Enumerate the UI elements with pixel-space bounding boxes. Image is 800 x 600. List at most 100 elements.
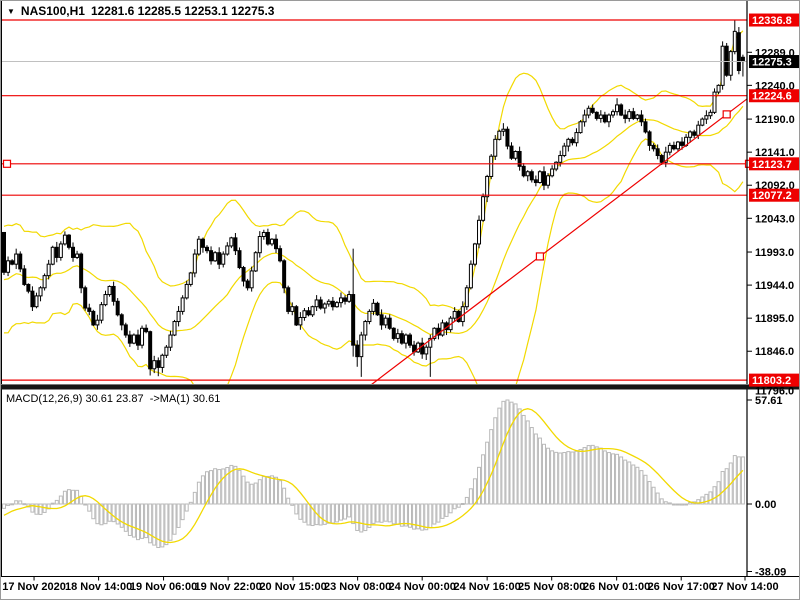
price-tick-label: 11895.0: [755, 313, 794, 325]
candle-body: [241, 267, 246, 282]
candle-body: [119, 314, 124, 326]
price-tick-label: 11846.0: [755, 346, 794, 358]
macd-histogram-bar: [537, 437, 542, 505]
candle-body: [379, 314, 384, 326]
candle-body: [619, 104, 624, 116]
macd-histogram-bar: [168, 503, 173, 541]
macd-axis[interactable]: 57.61 0.00 -38.09: [747, 395, 786, 579]
candle-body: [383, 317, 388, 326]
macd-histogram-bar: [704, 493, 709, 505]
candle-body: [464, 287, 469, 308]
macd-histogram-bar: [550, 450, 555, 505]
candlestick-series: [2, 20, 745, 377]
candle-body: [574, 132, 579, 144]
candle-body: [330, 300, 335, 308]
macd-histogram-bar: [627, 461, 632, 505]
macd-histogram-bar: [643, 474, 648, 505]
macd-histogram-bar: [278, 480, 283, 505]
time-tick-label: 27 Nov 14:00: [711, 581, 778, 593]
candle-body: [278, 248, 283, 262]
horizontal-level-lines[interactable]: [1, 19, 754, 381]
candle-body: [432, 327, 437, 339]
candle-body: [671, 144, 676, 150]
trendline-ray[interactable]: [353, 98, 747, 399]
trendline-anchor-square[interactable]: [535, 252, 545, 261]
candle-body: [688, 131, 693, 138]
macd-histogram-bar: [10, 503, 15, 506]
macd-histogram-bar: [66, 489, 71, 505]
candle-body: [180, 297, 185, 312]
macd-histogram-bar: [395, 503, 400, 525]
trendline[interactable]: [353, 98, 747, 399]
macd-histogram-bar: [83, 503, 88, 506]
candle-body: [631, 111, 636, 119]
candle-body: [140, 327, 145, 346]
candle-body: [505, 128, 510, 147]
macd-histogram-bar: [521, 414, 526, 505]
macd-histogram-bar: [371, 503, 376, 524]
candle-body: [310, 306, 315, 316]
macd-tick-label: 0.00: [755, 499, 776, 511]
candle-body: [732, 30, 737, 53]
candle-body: [566, 138, 571, 147]
candle-body: [513, 150, 518, 159]
macd-histogram-bar: [619, 456, 624, 505]
macd-histogram-bar: [456, 503, 461, 508]
candle-body: [667, 144, 672, 153]
macd-histogram-bar: [574, 450, 579, 505]
candle-body: [160, 354, 165, 368]
macd-histogram-bar: [509, 401, 514, 505]
candle-body: [647, 131, 652, 146]
candle-body: [371, 302, 376, 312]
candle-body: [582, 114, 587, 123]
upper-band: [3, 30, 744, 311]
candle-body: [395, 333, 400, 339]
candle-body: [50, 246, 55, 265]
candle-body: [249, 270, 254, 289]
candle-body: [375, 302, 380, 316]
candle-body: [456, 310, 461, 323]
symbol-period-label: NAS100,H1: [20, 4, 85, 18]
candle-body: [245, 280, 250, 289]
level-price-label-text: 12224.6: [752, 91, 792, 103]
candle-body: [294, 306, 299, 326]
macd-histogram-bar: [257, 479, 262, 505]
macd-histogram-bar: [34, 503, 39, 515]
candle-body: [692, 131, 697, 136]
candle-body: [736, 32, 741, 72]
macd-histogram-bar: [184, 503, 189, 512]
macd-histogram-bar: [225, 466, 230, 505]
candle-body: [71, 246, 76, 258]
candle-body: [347, 294, 352, 302]
candle-body: [391, 327, 396, 339]
macd-histogram-bar: [200, 475, 205, 505]
macd-histogram-bar: [71, 489, 76, 505]
candle-body: [363, 321, 368, 336]
panel-separator[interactable]: [1, 384, 799, 390]
trendline-anchor-square[interactable]: [722, 110, 731, 119]
candle-body: [359, 334, 364, 358]
time-tick-label: 26 Nov 17:00: [648, 581, 715, 593]
macd-histogram-bar: [428, 503, 433, 529]
candle-body: [200, 238, 205, 248]
line-anchor-square[interactable]: [2, 159, 12, 168]
candle-body: [257, 236, 262, 254]
candle-body: [209, 250, 214, 262]
current-price-label-text: 12275.3: [752, 57, 792, 69]
bollinger-bands: [3, 30, 744, 384]
macd-histogram-bar: [245, 481, 250, 505]
macd-histogram-bar: [740, 456, 745, 505]
candle-body: [334, 302, 339, 308]
macd-histogram-bar: [306, 503, 311, 526]
candle-body: [696, 124, 701, 136]
macd-histogram-bar: [310, 503, 315, 527]
symbol-dropdown-icon[interactable]: ▼: [7, 7, 15, 16]
macd-histogram-bar: [558, 452, 563, 505]
candle-body: [282, 260, 287, 289]
macd-histogram-bar: [570, 451, 575, 505]
candle-body: [550, 168, 555, 177]
macd-histogram-bar: [286, 497, 291, 505]
